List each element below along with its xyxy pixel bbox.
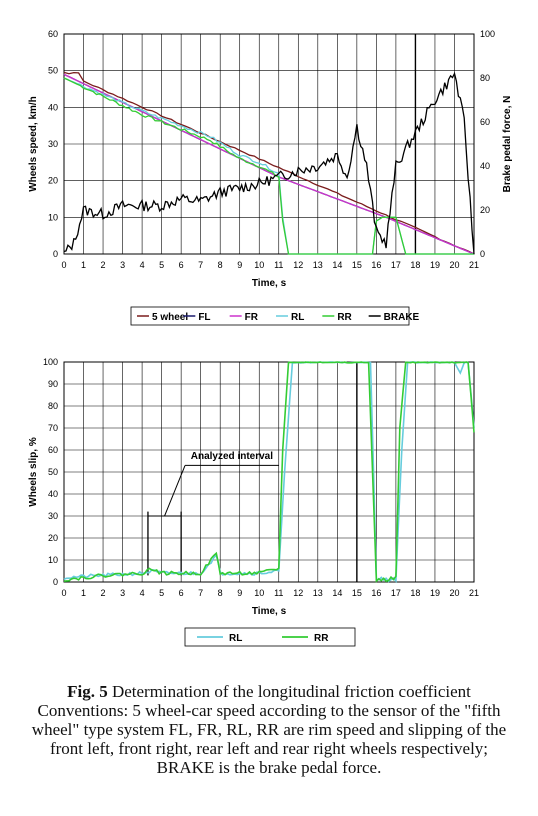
x-tick-label: 17 xyxy=(391,588,401,598)
y-tick-label: 70 xyxy=(48,423,58,433)
x-tick-label: 2 xyxy=(101,588,106,598)
y-tick-label: 30 xyxy=(48,139,58,149)
legend-label: RL xyxy=(229,633,242,644)
series-line-fr xyxy=(63,73,475,255)
series-line-5-wheel xyxy=(63,71,475,255)
x-tick-label: 21 xyxy=(469,588,479,598)
series-line-fl xyxy=(63,73,475,255)
y-tick-label: 80 xyxy=(48,401,58,411)
x-tick-label: 0 xyxy=(61,260,66,270)
y-tick-label: 20 xyxy=(48,176,58,186)
legend-box xyxy=(184,627,356,647)
x-axis-label: Time, s xyxy=(252,606,287,617)
x-tick-label: 18 xyxy=(410,588,420,598)
y2-tick-label: 40 xyxy=(480,161,490,171)
x-tick-label: 7 xyxy=(198,588,203,598)
series-line-rr xyxy=(63,361,475,583)
y-tick-label: 10 xyxy=(48,212,58,222)
speed-chart: 0 1 2 3 4 5 6 7 8 9 10 11 12 13 14 15 16 17 18 19 20 21010203… xyxy=(28,29,513,326)
x-tick-label: 1 xyxy=(81,260,86,270)
x-tick-label: 5 xyxy=(159,260,164,270)
x-tick-label: 14 xyxy=(332,260,342,270)
x-tick-label: 20 xyxy=(449,260,459,270)
x-tick-label: 10 xyxy=(254,588,264,598)
x-tick-label: 13 xyxy=(313,588,323,598)
series-line-rl xyxy=(63,361,475,584)
plot-frame xyxy=(63,33,475,255)
y-axis-label: Wheels slip, % xyxy=(28,437,39,507)
callout-leader xyxy=(164,465,186,517)
legend-label: RL xyxy=(291,312,304,323)
legend-box xyxy=(130,306,410,326)
x-tick-label: 13 xyxy=(313,260,323,270)
x-tick-label: 8 xyxy=(218,588,223,598)
legend-label: RR xyxy=(337,312,352,323)
y-tick-label: 100 xyxy=(43,357,58,367)
x-tick-label: 3 xyxy=(120,260,125,270)
y-axis-label: Wheels speed, km/h xyxy=(28,96,39,192)
x-tick-label: 6 xyxy=(179,260,184,270)
y2-axis-label: Brake pedal force, N xyxy=(502,96,513,193)
legend-label: BRAKE xyxy=(384,312,420,323)
x-tick-label: 11 xyxy=(274,588,283,598)
x-tick-label: 9 xyxy=(237,260,242,270)
y-tick-label: 60 xyxy=(48,445,58,455)
y-tick-label: 20 xyxy=(48,533,58,543)
x-tick-label: 2 xyxy=(101,260,106,270)
legend-label: FL xyxy=(198,312,210,323)
y-tick-label: 40 xyxy=(48,489,58,499)
x-tick-label: 0 xyxy=(61,588,66,598)
x-tick-label: 9 xyxy=(237,588,242,598)
caption-label: Fig. 5 xyxy=(67,682,108,701)
y-tick-label: 60 xyxy=(48,29,58,39)
x-tick-label: 20 xyxy=(449,588,459,598)
legend-label: FR xyxy=(245,312,259,323)
x-tick-label: 16 xyxy=(371,260,381,270)
y2-tick-label: 60 xyxy=(480,117,490,127)
y-tick-label: 0 xyxy=(53,577,58,587)
x-tick-label: 6 xyxy=(179,588,184,598)
series-line-brake xyxy=(63,71,475,255)
figure-caption: Fig. 5 Determination of the longitudinal… xyxy=(20,682,518,777)
x-tick-label: 15 xyxy=(352,588,362,598)
x-tick-label: 5 xyxy=(159,588,164,598)
x-tick-label: 19 xyxy=(430,588,440,598)
x-tick-label: 12 xyxy=(293,588,303,598)
x-tick-label: 11 xyxy=(274,260,283,270)
x-tick-label: 3 xyxy=(120,588,125,598)
x-tick-label: 7 xyxy=(198,260,203,270)
x-tick-label: 8 xyxy=(218,260,223,270)
y-tick-label: 30 xyxy=(48,511,58,521)
y-tick-label: 0 xyxy=(53,249,58,259)
y-tick-label: 50 xyxy=(48,66,58,76)
x-tick-label: 21 xyxy=(469,260,479,270)
series-line-rr xyxy=(63,77,474,255)
x-tick-label: 19 xyxy=(430,260,440,270)
x-tick-label: 4 xyxy=(140,588,145,598)
y-tick-label: 90 xyxy=(48,379,58,389)
y-tick-label: 40 xyxy=(48,102,58,112)
x-tick-label: 1 xyxy=(81,588,86,598)
caption-text: Determination of the longitudinal fricti… xyxy=(31,682,507,777)
y2-tick-label: 100 xyxy=(480,29,495,39)
legend-label: RR xyxy=(314,633,329,644)
y2-tick-label: 20 xyxy=(480,205,490,215)
y-tick-label: 50 xyxy=(48,467,58,477)
x-tick-label: 4 xyxy=(140,260,145,270)
x-tick-label: 16 xyxy=(371,588,381,598)
x-tick-label: 17 xyxy=(391,260,401,270)
x-tick-label: 14 xyxy=(332,588,342,598)
plot-frame xyxy=(63,361,475,583)
x-tick-label: 15 xyxy=(352,260,362,270)
legend-label: 5 wheel xyxy=(152,312,188,323)
x-tick-label: 10 xyxy=(254,260,264,270)
analyzed-interval-label: Analyzed interval xyxy=(191,451,273,462)
y-tick-label: 10 xyxy=(48,555,58,565)
y2-tick-label: 80 xyxy=(480,73,490,83)
slip-chart: 0 1 2 3 4 5 6 7 8 9 10 11 12 13 14 15 16 17 18 19 20 21010203… xyxy=(28,357,479,647)
y2-tick-label: 0 xyxy=(480,249,485,259)
x-axis-label: Time, s xyxy=(252,278,287,289)
x-tick-label: 18 xyxy=(410,260,420,270)
x-tick-label: 12 xyxy=(293,260,303,270)
